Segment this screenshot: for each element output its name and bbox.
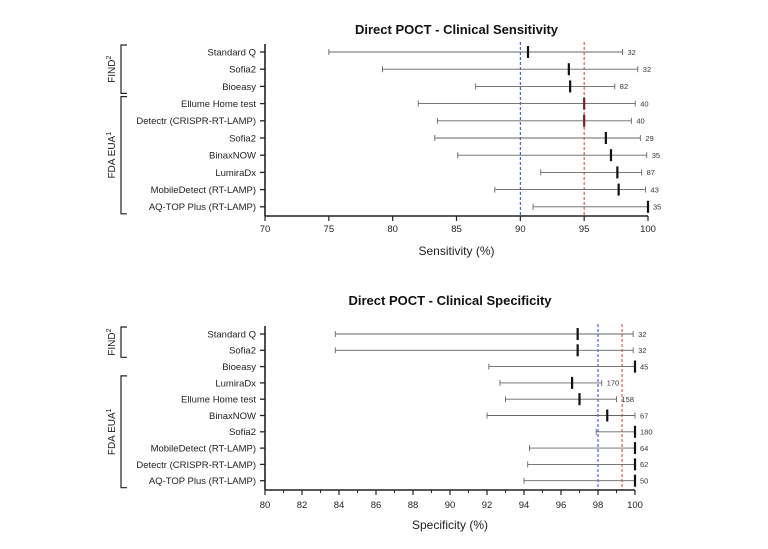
row-label: BinaxNOW: [209, 411, 256, 422]
x-tick-label: 85: [451, 224, 462, 235]
row-label: AQ-TOP Plus (RT-LAMP): [149, 476, 256, 487]
specificity-panel: Direct POCT - Clinical Specificity Standa…: [106, 293, 653, 532]
x-tick-label: 70: [260, 224, 271, 235]
x-tick-label: 100: [640, 224, 656, 235]
group-label: FIND2: [106, 55, 118, 82]
x-tick-label: 90: [515, 224, 526, 235]
group-bracket: [120, 44, 127, 94]
sample-size-label: 32: [643, 65, 651, 74]
row-label: Detectr (CRISPR-RT-LAMP): [136, 116, 256, 127]
row-label: Standard Q: [207, 47, 256, 58]
row-label: Bioeasy: [222, 82, 256, 93]
row-label: Sofia2: [229, 133, 256, 144]
sample-size-label: 50: [640, 477, 648, 486]
group-bracket: [120, 96, 127, 215]
sample-size-label: 82: [620, 82, 628, 91]
x-tick-label: 88: [408, 500, 419, 511]
x-tick-label: 98: [593, 500, 604, 511]
sample-size-label: 40: [640, 99, 648, 108]
sample-size-label: 62: [640, 460, 648, 469]
sample-size-label: 35: [653, 203, 661, 212]
group-label: FDA EUA1: [106, 408, 118, 455]
sample-size-label: 158: [622, 395, 635, 404]
x-tick-label: 86: [371, 500, 382, 511]
row-label: BinaxNOW: [209, 151, 256, 162]
sample-size-label: 180: [640, 428, 653, 437]
row-label: Sofia2: [229, 65, 256, 76]
group-bracket: [120, 326, 127, 358]
chart-title: Direct POCT - Clinical Sensitivity: [355, 22, 559, 37]
sample-size-label: 32: [638, 330, 646, 339]
x-tick-label: 95: [579, 224, 590, 235]
row-label: Bioeasy: [222, 362, 256, 373]
sample-size-label: 67: [640, 411, 648, 420]
x-tick-label: 80: [387, 224, 398, 235]
chart-title: Direct POCT - Clinical Specificity: [349, 293, 553, 308]
x-tick-label: 90: [445, 500, 456, 511]
group-label-superscript: 1: [106, 132, 113, 136]
x-tick-label: 82: [297, 500, 308, 511]
x-tick-label: 84: [334, 500, 345, 511]
x-tick-label: 100: [627, 500, 643, 511]
sample-size-label: 40: [636, 117, 644, 126]
row-label: Detectr (CRISPR-RT-LAMP): [136, 460, 256, 471]
row-label: Ellume Home test: [181, 99, 256, 110]
x-tick-label: 92: [482, 500, 493, 511]
group-label: FDA EUA1: [106, 132, 118, 179]
sample-size-label: 170: [607, 379, 620, 388]
x-axis-label: Specificity (%): [412, 518, 488, 532]
x-tick-label: 80: [260, 500, 271, 511]
group-label-text: FDA EUA: [107, 412, 118, 455]
sample-size-label: 87: [647, 168, 655, 177]
group-label-superscript: 2: [106, 55, 113, 59]
group-label-superscript: 1: [106, 408, 113, 412]
row-label: Ellume Home test: [181, 395, 256, 406]
row-label: Sofia2: [229, 427, 256, 438]
row-label: MobileDetect (RT-LAMP): [151, 444, 256, 455]
x-tick-label: 96: [556, 500, 567, 511]
group-label-text: FIND: [107, 59, 118, 82]
group-label: FIND2: [106, 328, 118, 355]
row-label: LumiraDx: [215, 378, 256, 389]
row-label: Standard Q: [207, 329, 256, 340]
group-label-text: FDA EUA: [107, 135, 118, 178]
sample-size-label: 45: [640, 362, 648, 371]
x-axis-label: Sensitivity (%): [418, 244, 494, 258]
sample-size-label: 29: [645, 134, 653, 143]
sample-size-label: 32: [638, 346, 646, 355]
x-tick-label: 94: [519, 500, 530, 511]
row-label: Sofia2: [229, 346, 256, 357]
sample-size-label: 64: [640, 444, 648, 453]
sample-size-label: 32: [627, 48, 635, 57]
x-tick-label: 75: [324, 224, 335, 235]
group-bracket: [120, 375, 127, 489]
row-label: LumiraDx: [215, 168, 256, 179]
row-label: MobileDetect (RT-LAMP): [151, 185, 256, 196]
group-label-superscript: 2: [106, 328, 113, 332]
sample-size-label: 35: [652, 151, 660, 160]
group-label-text: FIND: [107, 332, 118, 355]
sensitivity-panel: Direct POCT - Clinical Sensitivity Standa…: [106, 22, 661, 258]
sample-size-label: 43: [650, 185, 658, 194]
row-label: AQ-TOP Plus (RT-LAMP): [149, 202, 256, 213]
